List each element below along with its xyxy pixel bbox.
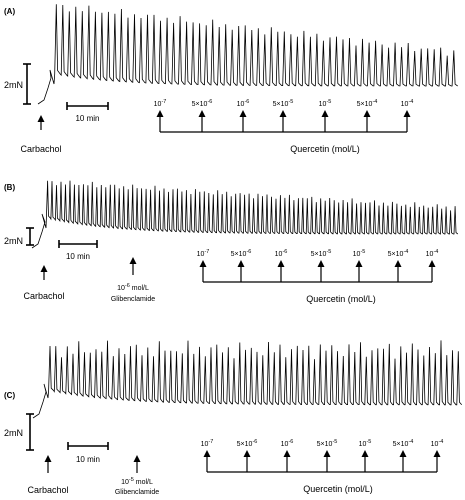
arrow-head [317, 260, 325, 267]
dose-arrow [363, 110, 371, 132]
arrow-head [199, 260, 207, 267]
concentration-label: 5×10-4 [388, 249, 409, 258]
concentration-label: 5×10-6 [192, 99, 213, 108]
dose-arrow [433, 450, 441, 472]
arrow-head [44, 455, 52, 462]
arrow-head [243, 450, 251, 457]
concentration-label: 10-5 [359, 439, 372, 448]
force-scale-label: 2mN [4, 236, 23, 246]
dose-arrow [283, 450, 291, 472]
force-scale-label: 2mN [4, 80, 23, 90]
carbachol-arrow [44, 455, 52, 473]
concentration-label: 5×10-6 [237, 439, 258, 448]
concentration-label: 5×10-4 [357, 99, 378, 108]
dose-arrow [243, 450, 251, 472]
arrow-head [283, 450, 291, 457]
glibenclamide-dose-label: 10-6 mol/L [117, 283, 149, 292]
arrow-head [399, 450, 407, 457]
dose-arrow [394, 260, 402, 282]
panel-b: (B) 2mN 10 min Carbachol 10-6 mol/L Glibencla… [4, 180, 459, 304]
concentration-label: 10-6 [281, 439, 294, 448]
panel-a: (A) 2mN 10 min Carbachol 10-7 5×10-6 10-6 5×10-… [4, 4, 458, 154]
panel-c: (C) 2mN 10 min Carbachol 10-5 mol/L Glibencla… [4, 340, 463, 496]
carbachol-label: Carbachol [27, 485, 68, 495]
glibenclamide-dose-label: 10-5 mol/L [121, 477, 153, 486]
arrow-head [129, 257, 137, 264]
carbachol-arrow [37, 115, 45, 130]
arrow-head [37, 115, 45, 122]
arrow-head [433, 450, 441, 457]
arrow-head [239, 110, 247, 117]
dose-arrow [203, 450, 211, 472]
time-scale-label: 10 min [66, 252, 90, 261]
arrow-head [355, 260, 363, 267]
arrow-head [40, 265, 48, 272]
concentration-label: 10-5 [319, 99, 332, 108]
dose-arrow [237, 260, 245, 282]
glibenclamide-arrow [133, 455, 141, 473]
panel-label: (C) [4, 391, 15, 400]
dose-arrow [399, 450, 407, 472]
concentration-label: 10-6 [275, 249, 288, 258]
dose-arrow [361, 450, 369, 472]
time-scale-label: 10 min [76, 455, 100, 464]
arrow-head [203, 450, 211, 457]
concentration-label: 5×10-5 [273, 99, 294, 108]
arrow-head [156, 110, 164, 117]
glibenclamide-arrow [129, 257, 137, 275]
dose-arrow [355, 260, 363, 282]
glibenclamide-label: Glibenclamide [111, 296, 155, 303]
time-scale-label: 10 min [75, 114, 99, 123]
quercetin-axis-label: Quercetin (mol/L) [303, 484, 373, 494]
dose-arrow [317, 260, 325, 282]
dose-arrow [323, 450, 331, 472]
panel-label: (B) [4, 183, 15, 192]
dose-arrow [428, 260, 436, 282]
dose-arrow [239, 110, 247, 132]
arrow-head [403, 110, 411, 117]
carbachol-arrow [40, 265, 48, 280]
concentration-label: 10-6 [237, 99, 250, 108]
concentration-label: 10-7 [201, 439, 214, 448]
arrow-head [363, 110, 371, 117]
dose-arrow [279, 110, 287, 132]
force-scale-label: 2mN [4, 428, 23, 438]
concentration-label: 5×10-5 [317, 439, 338, 448]
dose-arrow [156, 110, 164, 132]
concentration-label: 10-4 [401, 99, 414, 108]
tension-trace [31, 180, 459, 249]
concentration-label: 5×10-6 [231, 249, 252, 258]
arrow-head [361, 450, 369, 457]
panel-label: (A) [4, 7, 15, 16]
arrow-head [428, 260, 436, 267]
arrow-head [277, 260, 285, 267]
carbachol-label: Carbachol [20, 144, 61, 154]
arrow-head [323, 450, 331, 457]
arrow-head [133, 455, 141, 462]
carbachol-label: Carbachol [23, 291, 64, 301]
arrow-head [279, 110, 287, 117]
quercetin-axis-label: Quercetin (mol/L) [306, 294, 376, 304]
quercetin-axis-label: Quercetin (mol/L) [290, 144, 360, 154]
dose-arrow [277, 260, 285, 282]
dose-arrow [198, 110, 206, 132]
arrow-head [394, 260, 402, 267]
tension-trace [32, 340, 463, 419]
concentration-label: 5×10-4 [393, 439, 414, 448]
concentration-label: 10-4 [431, 439, 444, 448]
dose-arrow [403, 110, 411, 132]
glibenclamide-label: Glibenclamide [115, 489, 159, 496]
arrow-head [198, 110, 206, 117]
concentration-label: 10-7 [197, 249, 210, 258]
dose-arrow [321, 110, 329, 132]
concentration-label: 10-7 [154, 99, 167, 108]
concentration-label: 5×10-5 [311, 249, 332, 258]
arrow-head [321, 110, 329, 117]
dose-arrow [199, 260, 207, 282]
arrow-head [237, 260, 245, 267]
concentration-label: 10-5 [353, 249, 366, 258]
concentration-label: 10-4 [426, 249, 439, 258]
tension-trace [37, 4, 458, 105]
